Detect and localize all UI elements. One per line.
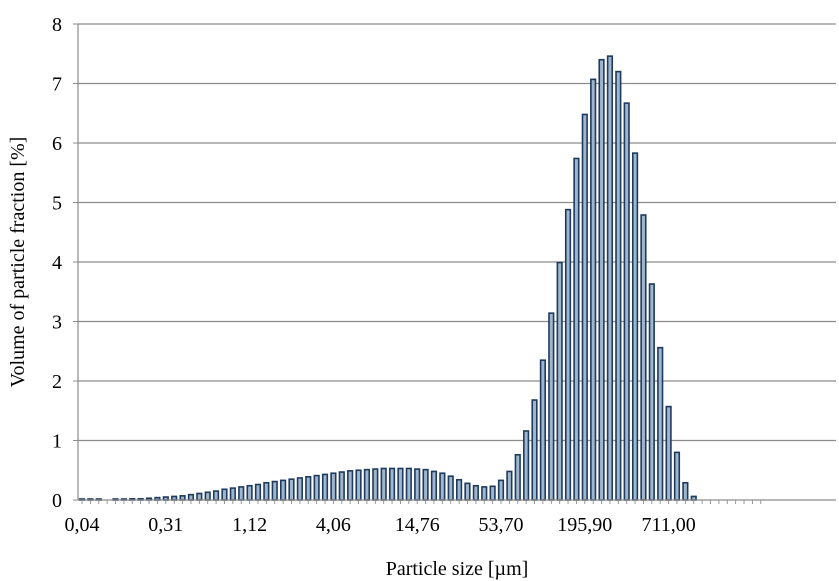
bar [422,468,429,501]
bar [263,481,270,501]
bar [212,490,220,501]
bar [271,480,278,501]
y-tick-label: 2 [52,371,62,393]
bar [673,451,681,501]
bar [347,470,354,501]
y-tick-label: 4 [52,252,62,274]
bar [204,491,211,501]
bar [556,261,563,501]
bar [296,477,303,501]
bar [388,467,396,501]
bar [615,70,622,501]
bar [246,484,253,501]
bar [657,346,664,501]
bar [455,478,463,501]
bar [481,486,488,501]
x-axis-label: Particle size [µm] [386,558,529,580]
bar [179,495,186,501]
gridlines [78,23,836,442]
bar [430,470,438,501]
bar [606,55,614,501]
x-tick-label: 14,76 [395,514,440,536]
y-axis-label: Volume of particle fraction [%] [7,137,29,388]
bar [280,479,287,501]
x-tick-labels: 0,04 0,31 1,12 4,06 14,76 53,70 195,90 711,00 [65,514,696,536]
y-tick-label: 6 [52,133,62,155]
y-tick-label: 5 [52,193,62,215]
bar [590,78,597,501]
bar [380,467,387,501]
axes [73,23,836,504]
bar [464,482,471,501]
bar [514,453,521,501]
y-tick-label: 8 [52,14,62,36]
bar [254,483,262,501]
y-tick-labels: 0 1 2 3 4 5 6 7 8 [52,14,62,512]
bar [363,468,371,501]
bar [573,157,580,501]
bar [523,430,530,501]
bar [288,478,295,501]
bar [581,113,588,501]
x-tick-label: 0,04 [65,514,100,536]
x-tick-label: 1,12 [232,514,267,536]
x-tick-label: 0,31 [148,514,183,536]
bar [187,493,195,501]
bar [665,405,672,501]
y-tick-label: 0 [52,490,62,512]
x-tick-label: 4,06 [316,514,351,536]
bar [313,474,320,501]
y-tick-label: 7 [52,74,62,96]
bar [539,359,546,501]
bar [321,473,329,501]
bar [221,488,228,501]
bar [196,492,203,501]
bar [472,484,479,501]
bar [564,208,572,501]
bar [506,470,513,501]
x-tick-label: 195,90 [557,514,612,536]
bar [548,312,555,501]
y-tick-label: 3 [52,312,62,334]
x-tick-label: 53,70 [479,514,524,536]
bar [229,487,236,501]
bar [640,214,647,501]
bar [623,102,630,501]
bar [439,472,446,501]
bar [238,486,245,501]
bar [631,152,639,501]
bar-series [78,55,697,501]
bar [648,283,655,501]
bar [405,467,412,501]
bar [531,399,538,501]
bar [397,467,404,501]
bar [355,469,362,501]
bar [338,471,345,501]
bar [305,475,312,501]
bar [447,475,454,501]
bar [489,485,496,501]
y-tick-label: 1 [52,431,62,453]
bar [372,468,379,501]
bar [598,58,605,501]
bar [414,468,421,501]
bar [682,481,689,501]
x-tick-label: 711,00 [641,514,695,536]
bar [497,479,505,501]
bar [330,472,337,501]
